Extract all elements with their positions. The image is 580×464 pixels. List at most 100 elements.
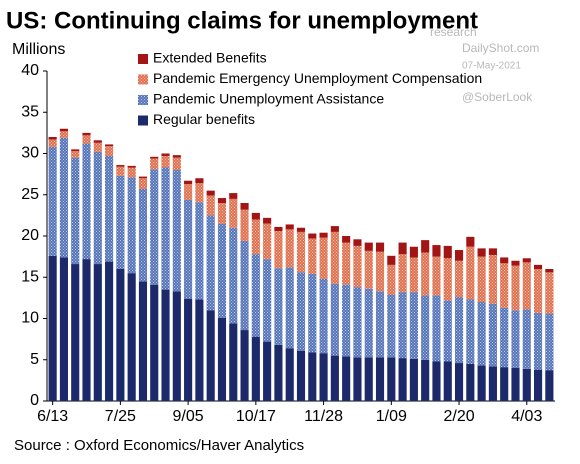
bar-segment xyxy=(274,226,283,232)
bar-segment xyxy=(105,261,114,401)
legend-label: Pandemic Emergency Unemployment Compensa… xyxy=(153,70,482,86)
bar-segment xyxy=(82,143,91,260)
bar-segment xyxy=(488,254,497,304)
bar-segment xyxy=(263,217,272,224)
bar-segment xyxy=(93,140,102,143)
bar-segment xyxy=(432,256,441,296)
bar-segment xyxy=(534,369,543,401)
bar-segment xyxy=(195,299,204,401)
bar-segment xyxy=(387,357,396,401)
bar-segment xyxy=(466,246,475,300)
bar-segment xyxy=(184,298,193,401)
legend-swatch xyxy=(138,95,148,105)
bar-segment xyxy=(398,292,407,359)
bar-segment xyxy=(240,203,249,210)
bar-segment xyxy=(105,144,114,147)
bar-segment xyxy=(308,352,317,401)
bar-segment xyxy=(443,300,452,362)
bar-segment xyxy=(443,361,452,401)
bar-segment xyxy=(511,368,520,401)
bar-segment xyxy=(534,264,543,269)
bar-segment xyxy=(206,215,215,311)
bar-segment xyxy=(500,263,509,308)
bar-segment xyxy=(59,137,68,258)
bar-segment xyxy=(534,269,543,313)
bar-segment xyxy=(319,232,328,238)
bar-segment xyxy=(364,250,373,289)
bar-segment xyxy=(138,178,148,189)
bar-segment xyxy=(454,297,464,364)
bar-segment xyxy=(48,139,57,147)
bar-segment xyxy=(319,278,328,354)
bar-segment xyxy=(161,155,170,168)
bar-segment xyxy=(308,233,317,239)
x-tick-label: 10/17 xyxy=(236,408,276,425)
bar-segment xyxy=(71,264,80,401)
bar-segment xyxy=(308,238,317,274)
bar-segment xyxy=(229,198,238,228)
bar-segment xyxy=(184,180,193,185)
bar-segment xyxy=(511,260,520,266)
bar-segment xyxy=(308,273,317,353)
y-tick-label: 20 xyxy=(21,227,39,244)
legend-label: Extended Benefits xyxy=(153,50,267,66)
bar-segment xyxy=(364,357,373,401)
x-tick-label: 7/25 xyxy=(105,408,136,425)
bar-segment xyxy=(263,341,272,401)
bar-segment xyxy=(353,239,362,246)
bar-segment xyxy=(353,357,362,401)
bar-segment xyxy=(206,195,215,216)
bar-segment xyxy=(421,240,430,253)
bar-segment xyxy=(387,255,396,265)
bar-segment xyxy=(71,151,80,158)
bar-segment xyxy=(375,291,385,358)
bar-segment xyxy=(285,348,294,401)
bar-segment xyxy=(217,223,227,318)
bar-segment xyxy=(466,363,475,401)
bar-segment xyxy=(375,357,385,401)
bar-segment xyxy=(138,176,148,179)
bar-segment xyxy=(229,227,238,324)
bar-segment xyxy=(500,307,509,368)
bar-segment xyxy=(251,336,260,401)
bar-segment xyxy=(353,287,362,358)
bar-segment xyxy=(421,252,430,296)
bar-segment xyxy=(330,283,339,356)
bar-segment xyxy=(432,245,441,257)
bar-segment xyxy=(150,284,159,401)
bar-segment xyxy=(217,317,227,401)
bar-segment xyxy=(443,245,452,259)
bar-segment xyxy=(296,272,306,351)
bar-segment xyxy=(545,269,554,273)
bar-segment xyxy=(138,188,148,282)
bar-segment xyxy=(172,157,181,170)
bar-segment xyxy=(409,292,418,359)
bar-segment xyxy=(296,227,306,232)
bar-segment xyxy=(488,248,497,255)
bar-segment xyxy=(500,257,509,264)
bar-segment xyxy=(59,131,68,138)
source-note: Source : Oxford Economics/Haver Analytic… xyxy=(14,437,304,454)
bar-segment xyxy=(116,175,125,269)
bar-segment xyxy=(319,353,328,401)
bar-segment xyxy=(48,137,57,140)
bar-segment xyxy=(432,295,441,362)
x-tick-label: 2/20 xyxy=(443,408,474,425)
bar-segment xyxy=(342,284,351,357)
bar-segment xyxy=(522,262,531,310)
bar-segment xyxy=(161,289,170,401)
bar-segment xyxy=(488,366,497,401)
bar-segment xyxy=(93,142,102,152)
legend-swatch xyxy=(138,54,148,64)
bar-segment xyxy=(195,202,204,300)
bar-segment xyxy=(421,295,430,360)
y-tick-label: 10 xyxy=(21,310,39,327)
bar-segment xyxy=(229,323,238,401)
bar-segment xyxy=(93,264,102,401)
bar-segment xyxy=(240,330,249,401)
bar-segment xyxy=(387,294,396,358)
bar-segment xyxy=(545,370,554,401)
bar-segment xyxy=(71,149,80,152)
bar-segment xyxy=(477,365,486,401)
bar-segment xyxy=(421,359,430,401)
